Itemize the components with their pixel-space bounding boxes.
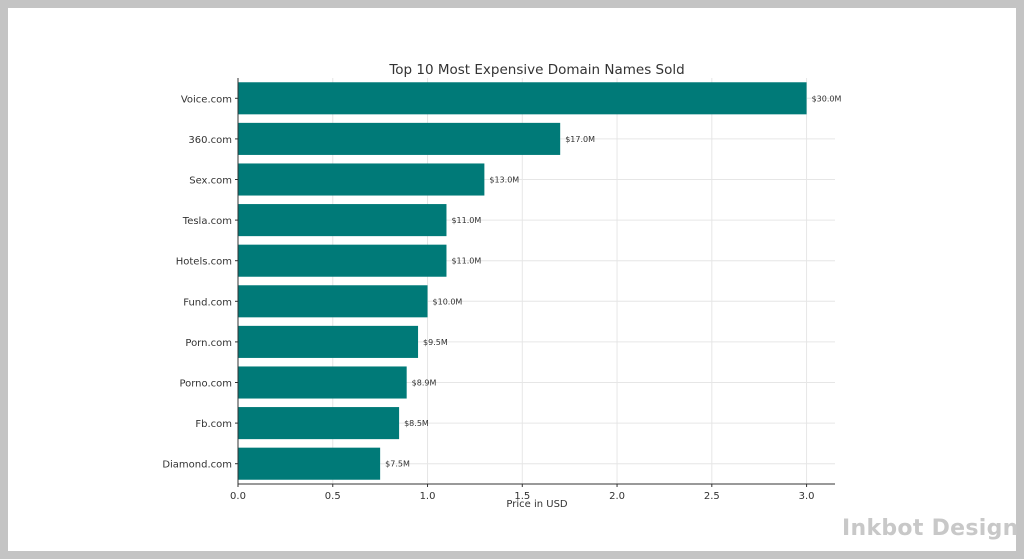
x-tick-label: 0.0 <box>230 491 246 502</box>
y-tick-label: Fb.com <box>195 419 232 430</box>
data-label: $8.5M <box>404 419 429 428</box>
y-tick-label: Diamond.com <box>162 460 232 471</box>
bar <box>238 366 407 399</box>
y-tick-label: Porno.com <box>179 379 232 390</box>
x-tick-label: 0.5 <box>325 491 341 502</box>
x-tick-label: 3.0 <box>799 491 815 502</box>
y-tick-label: Porn.com <box>185 338 232 349</box>
y-tick-label: Voice.com <box>181 94 232 105</box>
x-tick-label: 1.0 <box>420 491 436 502</box>
x-axis-label: Price in USD <box>506 499 568 510</box>
data-label: $13.0M <box>489 176 519 185</box>
x-tick-label: 1.5 <box>514 491 530 502</box>
data-label: $9.5M <box>423 338 448 347</box>
chart-frame: Top 10 Most Expensive Domain Names Sold … <box>8 8 1019 551</box>
bar <box>238 82 807 115</box>
y-tick-label: Sex.com <box>189 176 232 187</box>
data-label: $8.9M <box>412 379 437 388</box>
bar <box>238 122 561 155</box>
y-tick-label: Hotels.com <box>176 257 232 268</box>
data-label: $17.0M <box>565 135 595 144</box>
bar <box>238 285 428 318</box>
data-label: $30.0M <box>812 94 842 103</box>
data-label: $7.5M <box>385 460 410 469</box>
x-tick-label: 2.0 <box>609 491 625 502</box>
data-label: $11.0M <box>451 257 481 266</box>
bar <box>238 447 381 480</box>
y-tick-label: 360.com <box>188 135 232 146</box>
y-tick-label: Fund.com <box>183 297 232 308</box>
bar <box>238 244 447 277</box>
bar <box>238 325 419 358</box>
x-tick-label: 2.5 <box>704 491 720 502</box>
data-label: $11.0M <box>451 216 481 225</box>
bars: $30.0M $17.0M $13.0M $11.0M $11.0M $10.0M $9.5… <box>238 82 842 480</box>
bar <box>238 163 485 196</box>
y-tick-label: Tesla.com <box>182 216 232 227</box>
data-label: $10.0M <box>433 297 463 306</box>
bar <box>238 204 447 237</box>
axes: Voice.com 360.com Sex.com Tesla.com Hotels.c… <box>162 78 835 502</box>
bar <box>238 407 400 440</box>
chart-title: Top 10 Most Expensive Domain Names Sold <box>388 62 684 78</box>
watermark-logo: Inkbot Design <box>842 516 1019 541</box>
bar-chart: Top 10 Most Expensive Domain Names Sold … <box>162 62 842 510</box>
